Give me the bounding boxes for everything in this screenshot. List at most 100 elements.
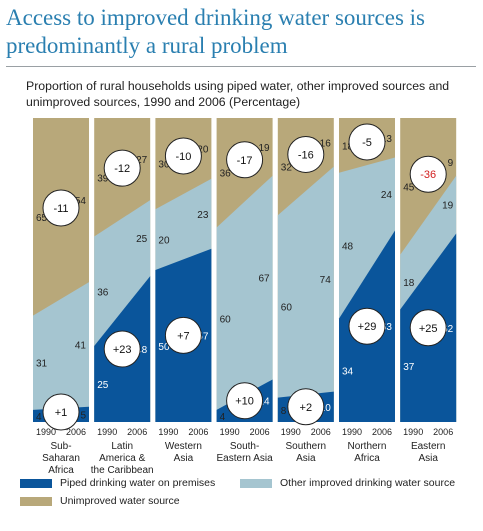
legend: Piped drinking water on premises Other i… xyxy=(20,477,480,517)
area-other-improved xyxy=(277,166,334,422)
badge-unimproved-change-text: -16 xyxy=(298,149,314,161)
badge-unimproved-change-text: -17 xyxy=(237,155,253,167)
badge-unimproved-change-text: -11 xyxy=(53,203,68,215)
region-label: Asia xyxy=(174,453,194,464)
value-piped-1990: 34 xyxy=(342,366,354,377)
region-label: Africa xyxy=(48,465,74,476)
title-divider xyxy=(6,66,476,67)
value-piped-1990: 4 xyxy=(220,412,226,423)
badge-unimproved-change-text: -12 xyxy=(114,163,130,175)
value-other-1990: 20 xyxy=(158,236,170,247)
badge-unimproved-change xyxy=(226,141,264,179)
legend-item-piped: Piped drinking water on premises xyxy=(20,477,215,489)
value-unimproved-2006: 13 xyxy=(381,134,393,145)
region-label: Asia xyxy=(418,453,438,464)
region-label: Sub- xyxy=(50,441,71,452)
value-other-1990: 48 xyxy=(342,242,354,253)
area-other-improved xyxy=(216,175,273,422)
value-unimproved-1990: 32 xyxy=(281,163,293,174)
value-other-1990: 60 xyxy=(281,302,293,313)
badge-unimproved-change-text: -10 xyxy=(175,151,191,163)
legend-swatch-piped xyxy=(20,478,52,488)
value-unimproved-1990: 65 xyxy=(36,213,48,224)
badge-unimproved-change xyxy=(409,155,447,193)
tick-year-2006: 2006 xyxy=(250,427,270,437)
legend-label-unimproved: Unimproved water source xyxy=(60,495,180,507)
value-unimproved-1990: 18 xyxy=(342,141,354,152)
tick-year-2006: 2006 xyxy=(372,427,392,437)
value-other-1990: 60 xyxy=(220,315,232,326)
area-other-improved xyxy=(33,282,89,422)
tick-year-2006: 2006 xyxy=(188,427,208,437)
value-piped-2006: 48 xyxy=(136,345,148,356)
tick-year-2006: 2006 xyxy=(66,427,86,437)
value-other-2006: 24 xyxy=(381,190,393,201)
badge-piped-change xyxy=(226,382,264,420)
value-unimproved-1990: 30 xyxy=(158,160,170,171)
region-label: Saharan xyxy=(42,453,80,464)
badge-piped-change-text: +23 xyxy=(113,344,132,356)
tick-year-1990: 1990 xyxy=(403,427,423,437)
value-other-2006: 67 xyxy=(258,274,270,285)
badge-unimproved-change-text: -5 xyxy=(362,137,372,149)
region-label: the Caribbean xyxy=(91,465,154,476)
badge-unimproved-change xyxy=(164,137,202,175)
region-label: Latin xyxy=(111,441,133,452)
value-piped-2006: 14 xyxy=(258,397,270,408)
value-unimproved-2006: 54 xyxy=(75,196,87,207)
value-piped-2006: 10 xyxy=(320,403,332,414)
badge-piped-change-text: +1 xyxy=(55,407,68,419)
badge-unimproved-change xyxy=(348,123,386,161)
badge-unimproved-change xyxy=(42,189,80,227)
tick-year-1990: 1990 xyxy=(342,427,362,437)
value-unimproved-2006: 27 xyxy=(136,155,148,166)
badge-piped-change xyxy=(164,316,202,354)
tick-year-1990: 1990 xyxy=(220,427,240,437)
value-other-2006: 25 xyxy=(136,234,148,245)
value-piped-2006: 5 xyxy=(80,410,86,421)
badge-unimproved-change-text: -36 xyxy=(420,169,436,181)
value-piped-1990: 4 xyxy=(36,412,42,423)
badge-piped-change xyxy=(42,393,80,431)
value-piped-2006: 62 xyxy=(442,324,454,335)
value-piped-1990: 50 xyxy=(158,342,170,353)
legend-swatch-other xyxy=(240,478,272,488)
value-unimproved-1990: 39 xyxy=(97,173,109,184)
legend-label-piped: Piped drinking water on premises xyxy=(60,477,216,489)
value-other-2006: 74 xyxy=(320,275,332,286)
value-other-2006: 41 xyxy=(75,340,87,351)
badge-piped-change xyxy=(287,388,325,426)
badge-piped-change-text: +25 xyxy=(419,323,438,335)
tick-year-1990: 1990 xyxy=(97,427,117,437)
legend-swatch-unimproved xyxy=(20,496,52,506)
badge-unimproved-change xyxy=(103,149,141,187)
badge-unimproved-change xyxy=(287,135,325,173)
legend-label-other: Other improved drinking water source xyxy=(280,477,456,489)
legend-item-other: Other improved drinking water source xyxy=(240,477,455,489)
tick-year-2006: 2006 xyxy=(127,427,147,437)
value-piped-1990: 8 xyxy=(281,406,287,417)
badge-piped-change-text: +7 xyxy=(177,330,190,342)
value-unimproved-2006: 16 xyxy=(320,138,332,149)
value-unimproved-2006: 9 xyxy=(448,158,454,169)
region-label: Asia xyxy=(296,453,316,464)
region-label: South- xyxy=(230,441,259,452)
region-label: America & xyxy=(99,453,145,464)
value-unimproved-2006: 20 xyxy=(197,144,209,155)
value-unimproved-1990: 45 xyxy=(403,182,415,193)
badge-piped-change xyxy=(103,330,141,368)
value-unimproved-1990: 36 xyxy=(220,169,232,180)
chart-title: Access to improved drinking water source… xyxy=(6,5,426,58)
region-label: Northern xyxy=(348,441,387,452)
tick-year-1990: 1990 xyxy=(281,427,301,437)
chart-subtitle: Proportion of rural households using pip… xyxy=(26,79,450,109)
value-piped-2006: 63 xyxy=(381,322,393,333)
tick-year-1990: 1990 xyxy=(36,427,56,437)
region-label: Africa xyxy=(354,453,380,464)
value-other-1990: 31 xyxy=(36,359,48,370)
region-label: Eastern Asia xyxy=(217,453,274,464)
value-piped-1990: 37 xyxy=(403,362,415,373)
badge-piped-change-text: +10 xyxy=(235,396,254,408)
badge-piped-change xyxy=(348,307,386,345)
